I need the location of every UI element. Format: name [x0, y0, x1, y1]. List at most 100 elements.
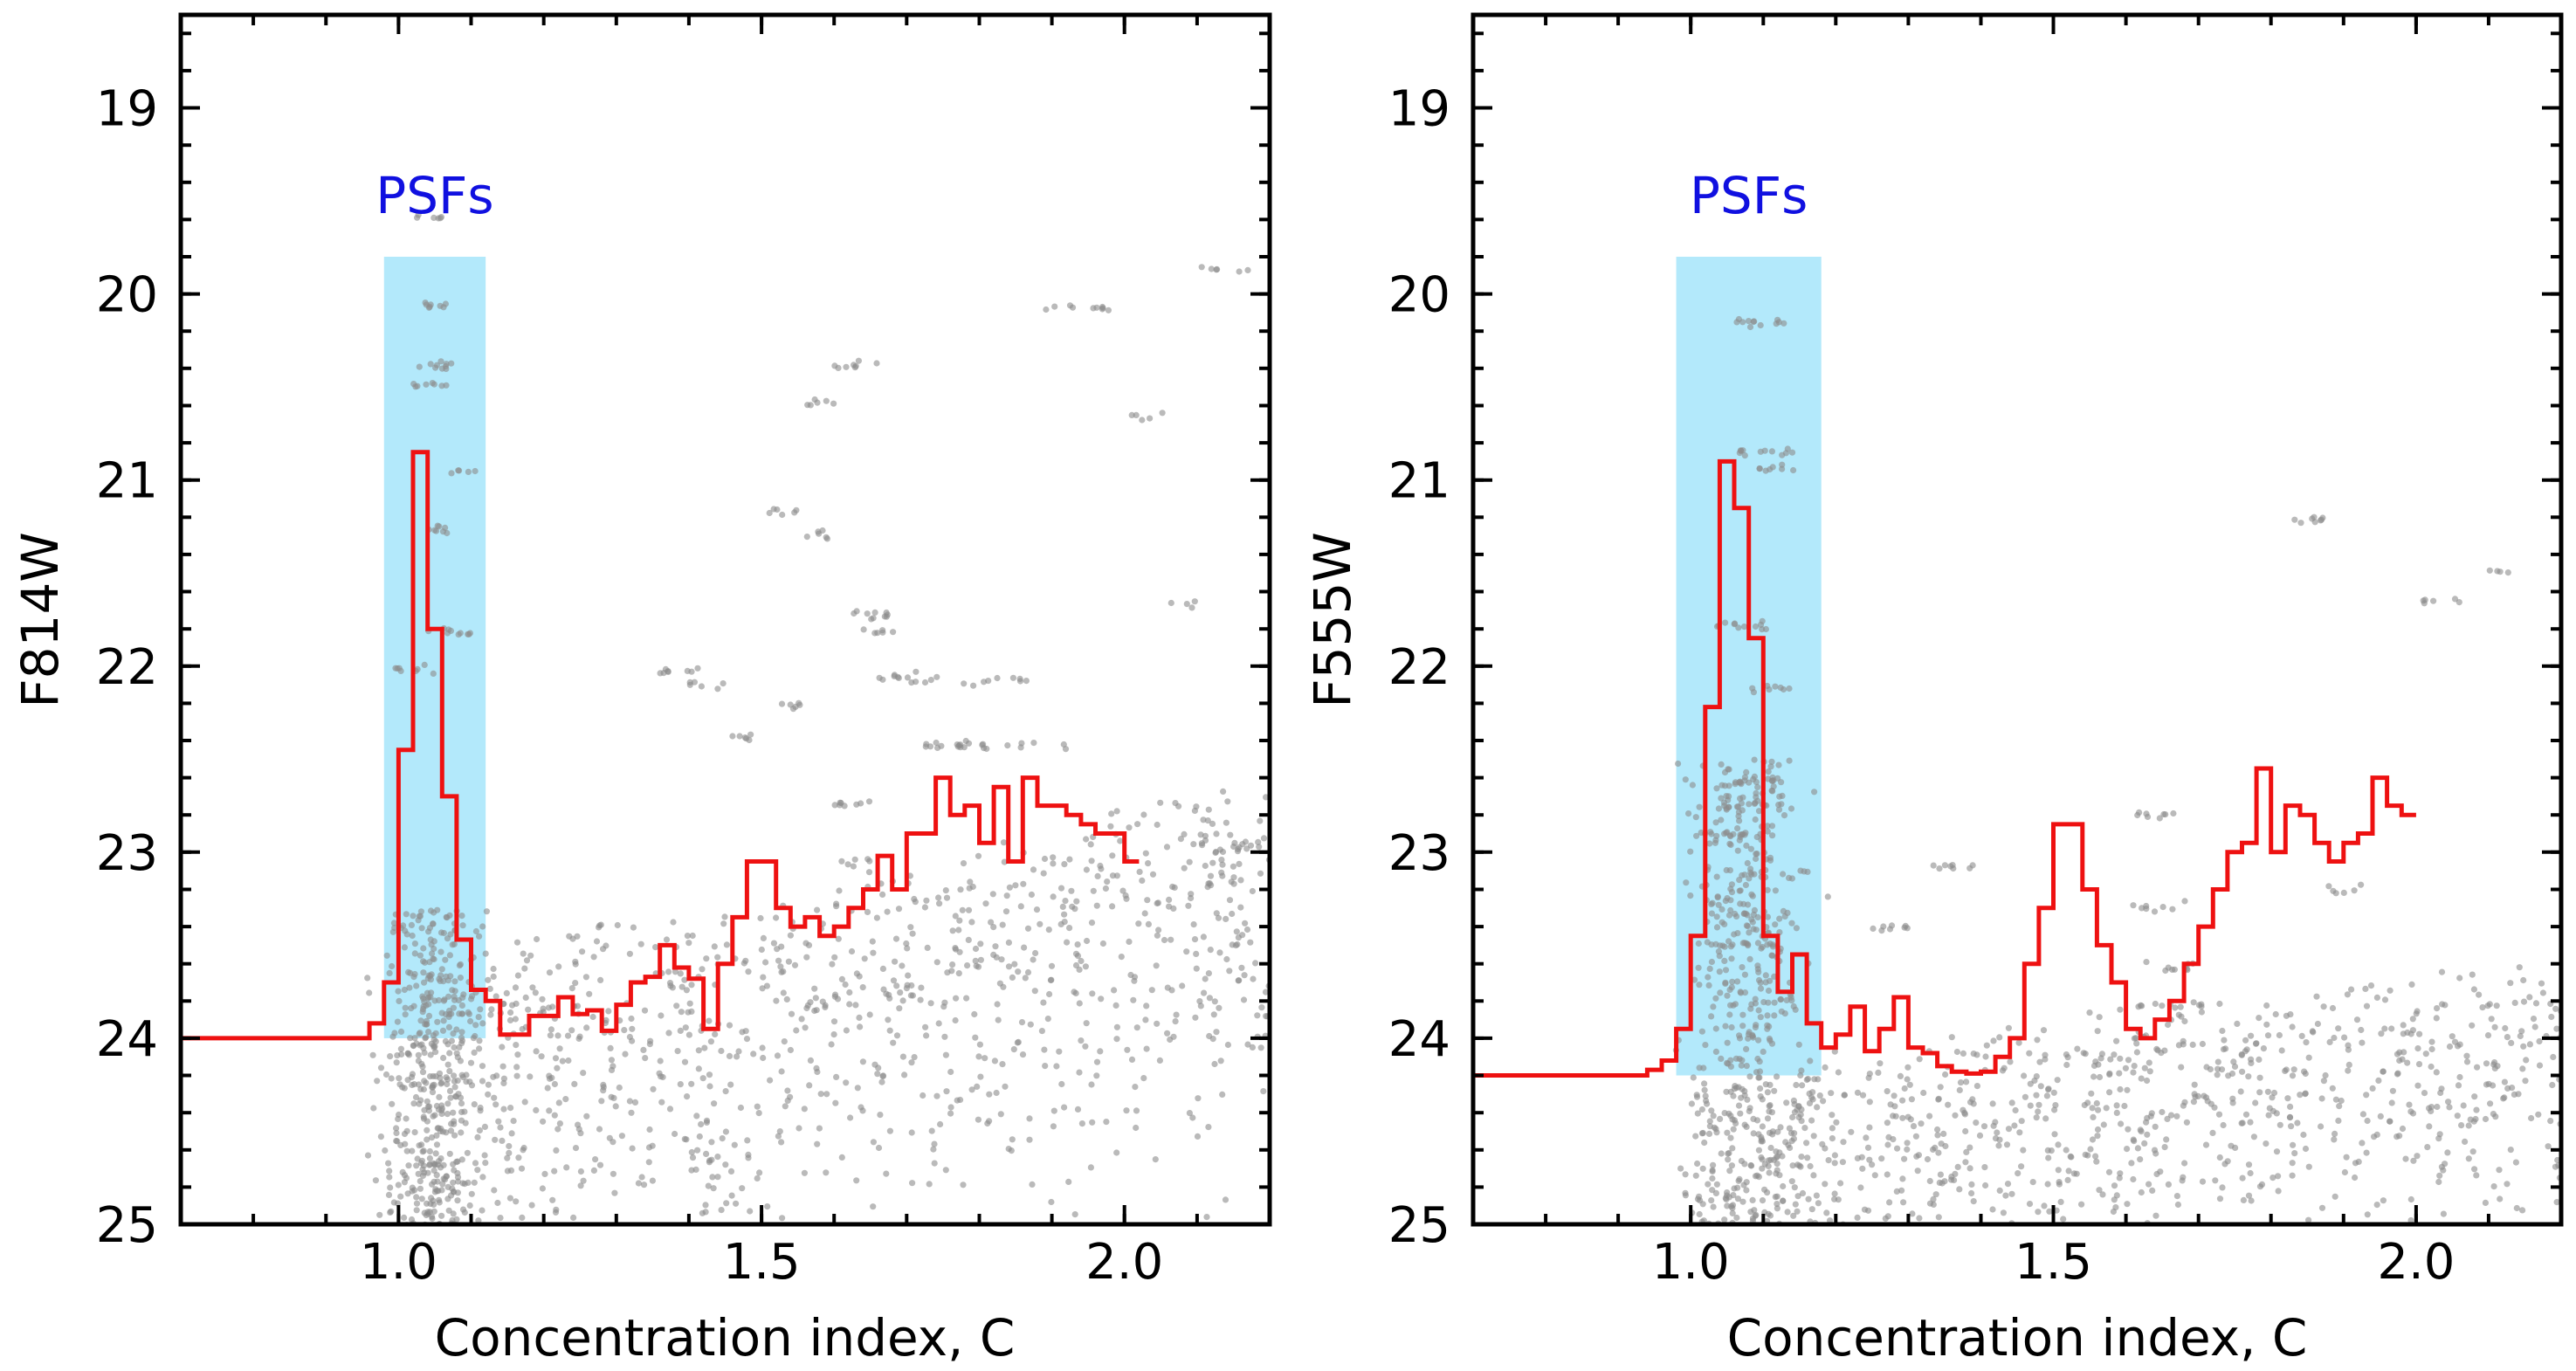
- scatter-point: [1714, 893, 1721, 900]
- scatter-point: [2245, 1192, 2253, 1199]
- scatter-point: [438, 1009, 445, 1016]
- scatter-point: [410, 913, 417, 920]
- scatter-point: [1170, 905, 1177, 912]
- scatter-point: [2318, 1123, 2325, 1130]
- scatter-point: [596, 1126, 603, 1133]
- scatter-point: [1734, 930, 1741, 937]
- scatter-point: [1241, 972, 1248, 979]
- scatter-point: [1750, 1130, 1757, 1137]
- scatter-point: [465, 1179, 472, 1186]
- scatter-point: [2470, 1118, 2477, 1125]
- scatter-point: [2536, 1037, 2543, 1045]
- scatter-point: [491, 1187, 498, 1194]
- scatter-point: [1754, 940, 1761, 947]
- scatter-point: [1769, 832, 1776, 839]
- scatter-point: [1746, 801, 1753, 808]
- scatter-point: [890, 629, 897, 636]
- scatter-point: [2143, 810, 2150, 817]
- scatter-point: [1741, 452, 1748, 459]
- scatter-point: [901, 1071, 908, 1078]
- scatter-point: [2406, 1101, 2413, 1108]
- scatter-point: [1716, 968, 1723, 975]
- scatter-point: [1722, 979, 1729, 986]
- scatter-point: [1956, 1186, 1963, 1193]
- scatter-point: [1050, 893, 1057, 900]
- scatter-point: [1727, 1134, 1734, 1141]
- scatter-point: [425, 972, 432, 979]
- scatter-point: [878, 1078, 885, 1085]
- scatter-point: [445, 1023, 452, 1030]
- scatter-point: [385, 1191, 393, 1198]
- scatter-point: [1970, 1051, 1977, 1058]
- scatter-point: [1713, 785, 1720, 792]
- scatter-point: [1157, 799, 1164, 806]
- scatter-point: [1968, 1181, 1975, 1188]
- scatter-point: [1842, 1233, 1848, 1239]
- scatter-point: [701, 1044, 708, 1051]
- scatter-point: [672, 968, 679, 975]
- scatter-point: [778, 1139, 785, 1146]
- scatter-point: [2373, 1202, 2380, 1209]
- scatter-point: [556, 1120, 564, 1127]
- scatter-point: [1078, 1120, 1085, 1127]
- scatter-point: [2336, 1103, 2343, 1110]
- scatter-point: [628, 1109, 635, 1116]
- scatter-point: [665, 668, 672, 676]
- scatter-point: [1041, 1046, 1048, 1053]
- scatter-point: [645, 1159, 652, 1166]
- scatter-point: [1040, 870, 1047, 877]
- scatter-point: [612, 1103, 619, 1110]
- scatter-point: [831, 362, 838, 369]
- scatter-point: [2255, 1233, 2261, 1239]
- scatter-point: [2455, 599, 2462, 606]
- scatter-point: [476, 933, 483, 940]
- scatter-point: [1754, 962, 1761, 969]
- scatter-point: [1735, 813, 1742, 820]
- scatter-point: [2040, 1027, 2048, 1034]
- scatter-point: [890, 1039, 897, 1046]
- scatter-point: [829, 961, 836, 968]
- scatter-point: [452, 1093, 460, 1100]
- x-axis-label: Concentration index, C: [435, 1308, 1016, 1368]
- scatter-point: [2195, 1002, 2203, 1009]
- scatter-point: [678, 1009, 685, 1016]
- scatter-point: [520, 1144, 527, 1152]
- scatter-point: [396, 997, 403, 1004]
- scatter-point: [2421, 1090, 2428, 1097]
- scatter-point: [2005, 1126, 2013, 1133]
- scatter-point: [1126, 824, 1133, 831]
- scatter-point: [1729, 1202, 1737, 1209]
- scatter-point: [711, 1100, 718, 1107]
- scatter-point: [1179, 982, 1186, 989]
- scatter-point: [718, 1207, 725, 1214]
- scatter-point: [1757, 985, 1765, 992]
- scatter-point: [1953, 1048, 1960, 1056]
- scatter-point: [1757, 448, 1764, 455]
- scatter-point: [1795, 1103, 1802, 1110]
- scatter-point: [1202, 975, 1209, 982]
- scatter-point: [1727, 897, 1734, 904]
- scatter-point: [2440, 1210, 2447, 1217]
- scatter-point: [2463, 1052, 2470, 1059]
- scatter-point: [811, 985, 818, 992]
- scatter-point: [585, 1235, 591, 1241]
- scatter-point: [2121, 1102, 2128, 1110]
- scatter-point: [1728, 955, 1735, 962]
- scatter-point: [436, 1196, 443, 1203]
- scatter-point: [410, 1100, 417, 1107]
- scatter-point: [2003, 1141, 2011, 1148]
- scatter-point: [445, 1013, 452, 1020]
- scatter-point: [1962, 1127, 1969, 1135]
- scatter-point: [1230, 874, 1237, 881]
- scatter-point: [376, 1211, 383, 1218]
- scatter-point: [2373, 994, 2380, 1001]
- scatter-point: [2291, 1150, 2298, 1157]
- scatter-point: [2485, 1080, 2492, 1087]
- scatter-point: [580, 1177, 587, 1184]
- scatter-point: [1712, 1025, 1719, 1032]
- scatter-point: [1215, 914, 1223, 921]
- scatter-point: [397, 1028, 405, 1035]
- scatter-point: [851, 856, 858, 863]
- scatter-point: [1990, 1037, 1997, 1044]
- scatter-point: [895, 906, 903, 913]
